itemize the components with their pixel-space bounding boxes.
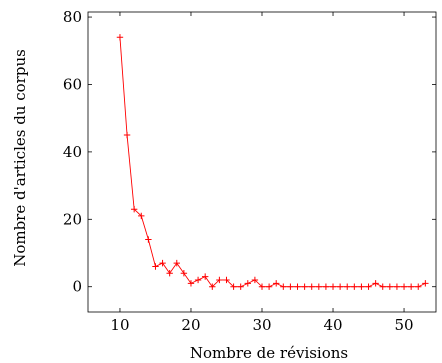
data-point-marker bbox=[166, 270, 173, 277]
data-point-marker bbox=[244, 280, 251, 287]
data-point-marker bbox=[265, 283, 273, 290]
data-point-marker bbox=[230, 283, 237, 290]
y-tick-label: 40 bbox=[63, 143, 82, 161]
plot-frame bbox=[87, 11, 437, 313]
y-tick-label: 20 bbox=[63, 210, 82, 228]
y-axis-title: Nombre d'articles du corpus bbox=[11, 49, 29, 267]
data-point-marker bbox=[351, 283, 358, 290]
series-line bbox=[119, 37, 426, 288]
data-point-marker bbox=[159, 259, 166, 267]
data-point-marker bbox=[258, 283, 266, 290]
y-tick-label: 80 bbox=[63, 8, 82, 26]
plot-area: 10 20 30 40 50 0 20 40 60 80 bbox=[63, 8, 437, 334]
data-point-marker bbox=[187, 280, 195, 287]
data-point-marker bbox=[251, 276, 259, 284]
data-point-marker bbox=[372, 280, 379, 287]
data-point-marker bbox=[209, 283, 216, 290]
data-point-marker bbox=[280, 283, 287, 290]
x-tick-label: 20 bbox=[181, 316, 200, 334]
data-point-marker bbox=[138, 212, 145, 220]
data-point-marker bbox=[152, 263, 159, 270]
data-point-marker bbox=[407, 283, 415, 290]
data-point-marker bbox=[273, 280, 280, 287]
data-point-marker bbox=[123, 131, 131, 139]
data-point-marker bbox=[415, 283, 422, 290]
data-point-marker bbox=[223, 276, 230, 284]
y-tick-label: 0 bbox=[72, 278, 82, 296]
data-point-marker bbox=[393, 283, 401, 290]
x-tick-label: 40 bbox=[323, 316, 342, 334]
data-point-marker bbox=[216, 276, 223, 284]
x-axis-title: Nombre de révisions bbox=[190, 344, 348, 362]
data-point-marker bbox=[400, 283, 408, 290]
data-point-marker bbox=[180, 270, 188, 277]
data-point-marker bbox=[358, 283, 365, 290]
data-point-marker bbox=[237, 283, 244, 290]
data-point-marker bbox=[301, 283, 308, 290]
data-point-marker bbox=[173, 259, 180, 267]
y-tick-label: 60 bbox=[63, 75, 82, 93]
data-point-marker bbox=[379, 283, 386, 290]
data-point-marker bbox=[336, 283, 344, 290]
data-point-marker bbox=[365, 283, 372, 290]
data-point-marker bbox=[194, 276, 202, 284]
data-point-marker bbox=[130, 205, 138, 213]
data-point-marker bbox=[201, 273, 209, 280]
x-tick-label: 30 bbox=[252, 316, 271, 334]
data-point-marker bbox=[344, 283, 351, 290]
data-point-marker bbox=[287, 283, 294, 290]
data-point-marker bbox=[116, 34, 124, 41]
x-tick-label: 50 bbox=[394, 316, 413, 334]
data-point-marker bbox=[386, 283, 394, 290]
data-point-marker bbox=[308, 283, 315, 290]
x-tick-label: 10 bbox=[110, 316, 129, 334]
data-point-marker bbox=[315, 283, 323, 290]
data-point-marker bbox=[294, 283, 301, 290]
data-point-marker bbox=[329, 283, 337, 290]
data-point-marker bbox=[145, 236, 152, 243]
data-point-marker bbox=[322, 283, 330, 290]
data-point-marker bbox=[422, 280, 429, 287]
